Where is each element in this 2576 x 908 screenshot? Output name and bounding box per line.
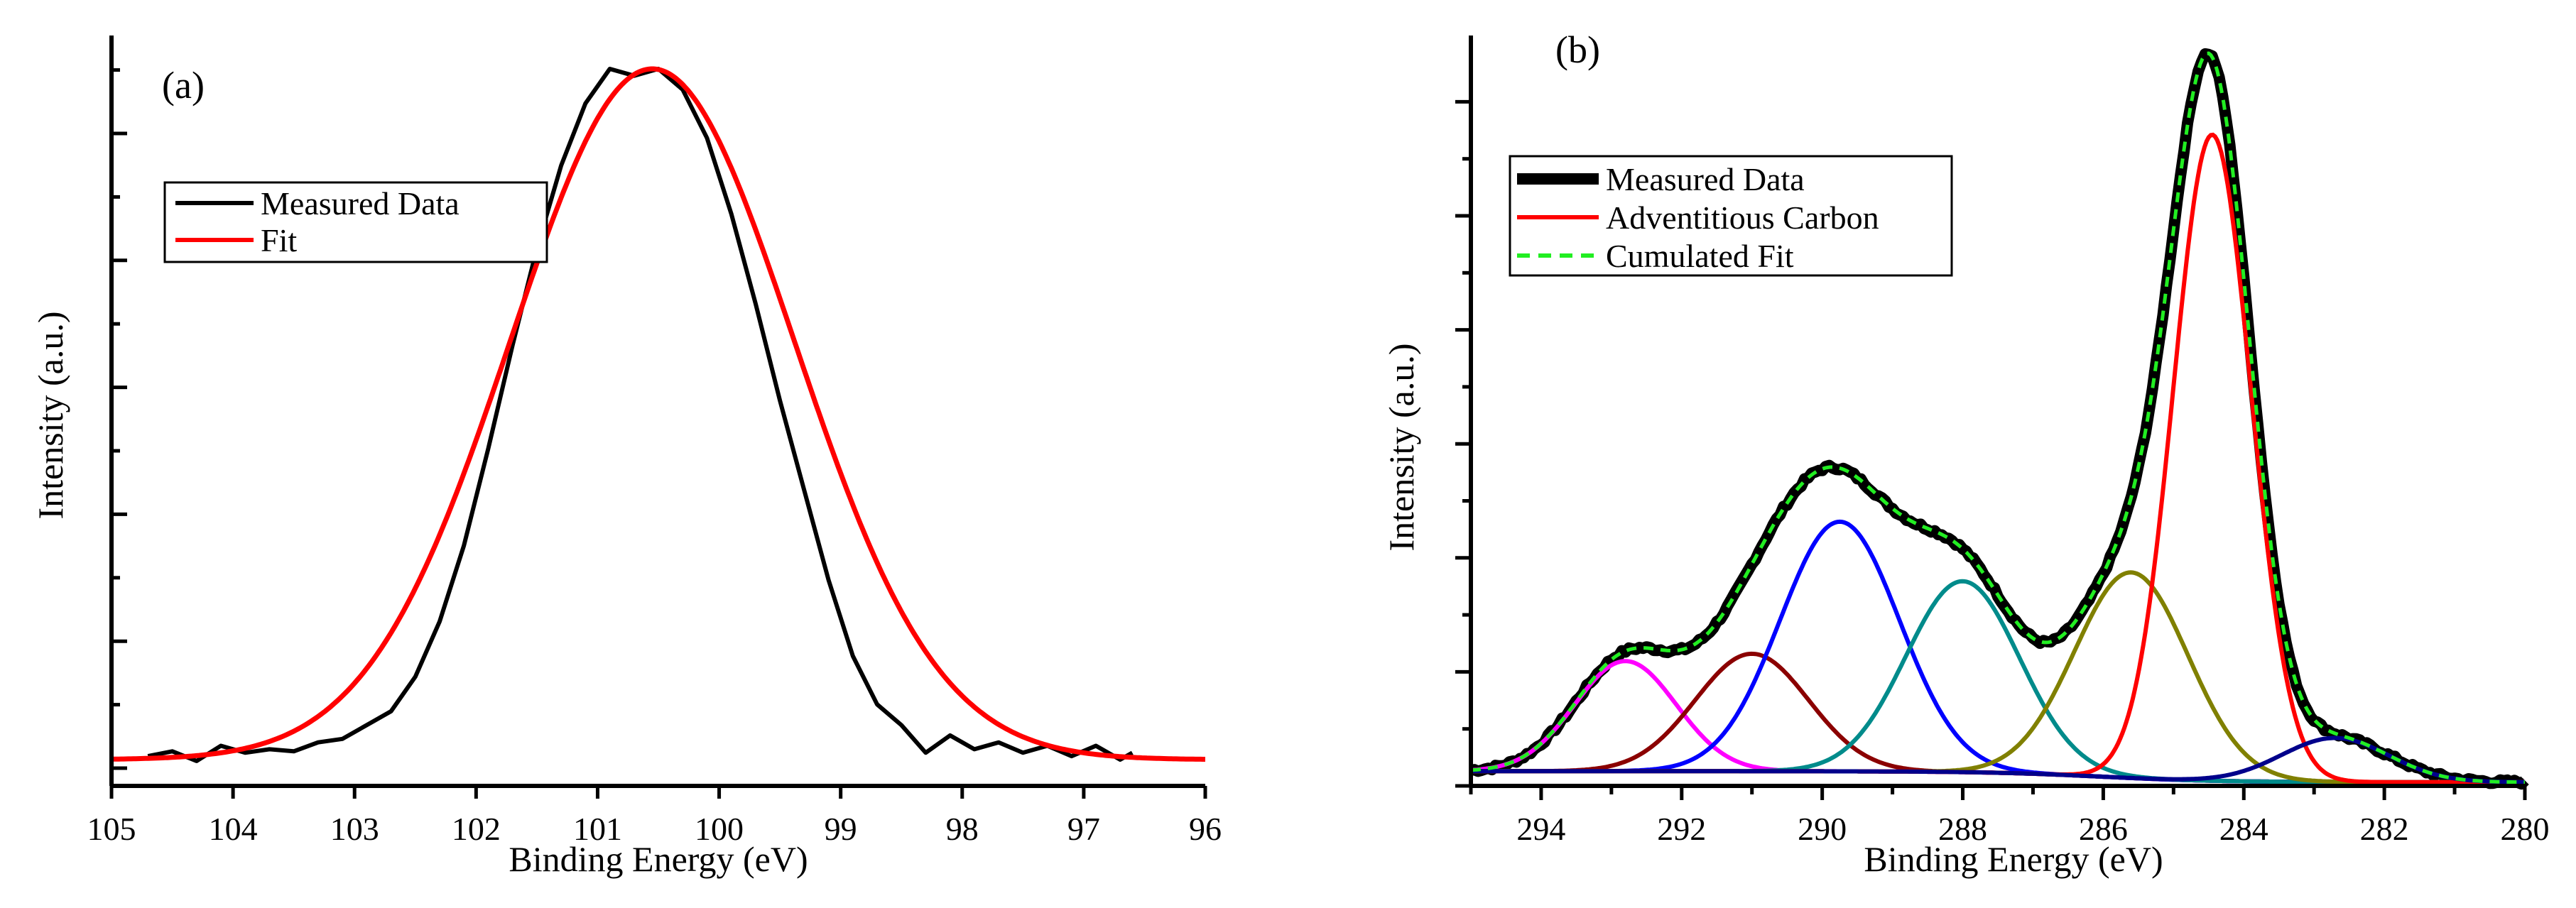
panel-a-legend: Measured Data Fit [163,181,548,263]
panel-b-x-tick-label: 288 [1938,811,1987,847]
panel-a-x-tick-label: 97 [1067,811,1100,847]
panel-a-x-ticks: 105 104 103 102 101 100 99 98 97 96 [87,786,1222,847]
panel-a-x-tick-label: 98 [946,811,979,847]
panel-a-x-axis-title: Binding Energy (eV) [509,839,808,879]
panel-b-x-tick-label: 280 [2501,811,2550,847]
panel-a-x-tick-label: 103 [330,811,379,847]
panel-a-label: (a) [162,64,205,106]
panel-b-x-axis-title: Binding Energy (eV) [1864,839,2163,879]
panel-b-legend-cumulated: Cumulated Fit [1606,238,1794,274]
panel-b-x-tick-label: 282 [2360,811,2409,847]
panel-b-chart: 294 292 290 288 286 284 282 280 (b) Binding Ene… [1381,28,2550,879]
panel-a-chart: 105 104 103 102 101 100 99 98 97 96 (a) Binding E… [31,35,1222,879]
panel-b-cumulated-fit-line [1470,51,2525,784]
panel-a-legend-fit: Fit [261,222,297,258]
panel-b-label: (b) [1555,28,1600,71]
panel-a-x-tick-label: 100 [695,811,744,847]
panel-b-legend: Measured Data Adventitious Carbon Cumula… [1509,155,1953,277]
panel-b-component-peak-4 [1471,579,2525,784]
panel-a-x-tick-label: 102 [452,811,501,847]
panel-b-y-axis-title: Intensity (a.u.) [1381,344,1421,552]
panel-a-series [112,66,1205,763]
panel-b-component-peak-2 [1471,651,2525,784]
panel-b-y-ticks [1455,99,1471,788]
panel-a-y-ticks [112,68,127,770]
panel-b-x-ticks: 294 292 290 288 286 284 282 280 [1469,786,2550,847]
panel-a-x-tick-label: 101 [573,811,622,847]
panel-b-x-tick-label: 286 [2079,811,2128,847]
panel-a-x-tick-label: 96 [1189,811,1222,847]
panel-a-fit-line [112,66,1205,762]
panel-b-series [1468,48,2529,790]
panel-a-x-tick-label: 104 [209,811,258,847]
panel-a-x-tick-label: 99 [825,811,857,847]
panel-b-x-tick-label: 292 [1657,811,1706,847]
panel-b-x-tick-label: 284 [2219,811,2268,847]
panel-a-legend-measured: Measured Data [261,185,460,221]
panel-a-legend-box [163,181,548,263]
panel-b-legend-measured: Measured Data [1606,161,1805,197]
panel-b-legend-adventitious: Adventitious Carbon [1606,199,1879,236]
panel-a-x-tick-label: 105 [87,811,136,847]
panel-b-x-tick-label: 290 [1798,811,1847,847]
panel-a-y-axis-title: Intensity (a.u.) [31,312,70,520]
panel-b-x-tick-label: 294 [1516,811,1565,847]
panel-a-measured-data-line [147,67,1134,763]
